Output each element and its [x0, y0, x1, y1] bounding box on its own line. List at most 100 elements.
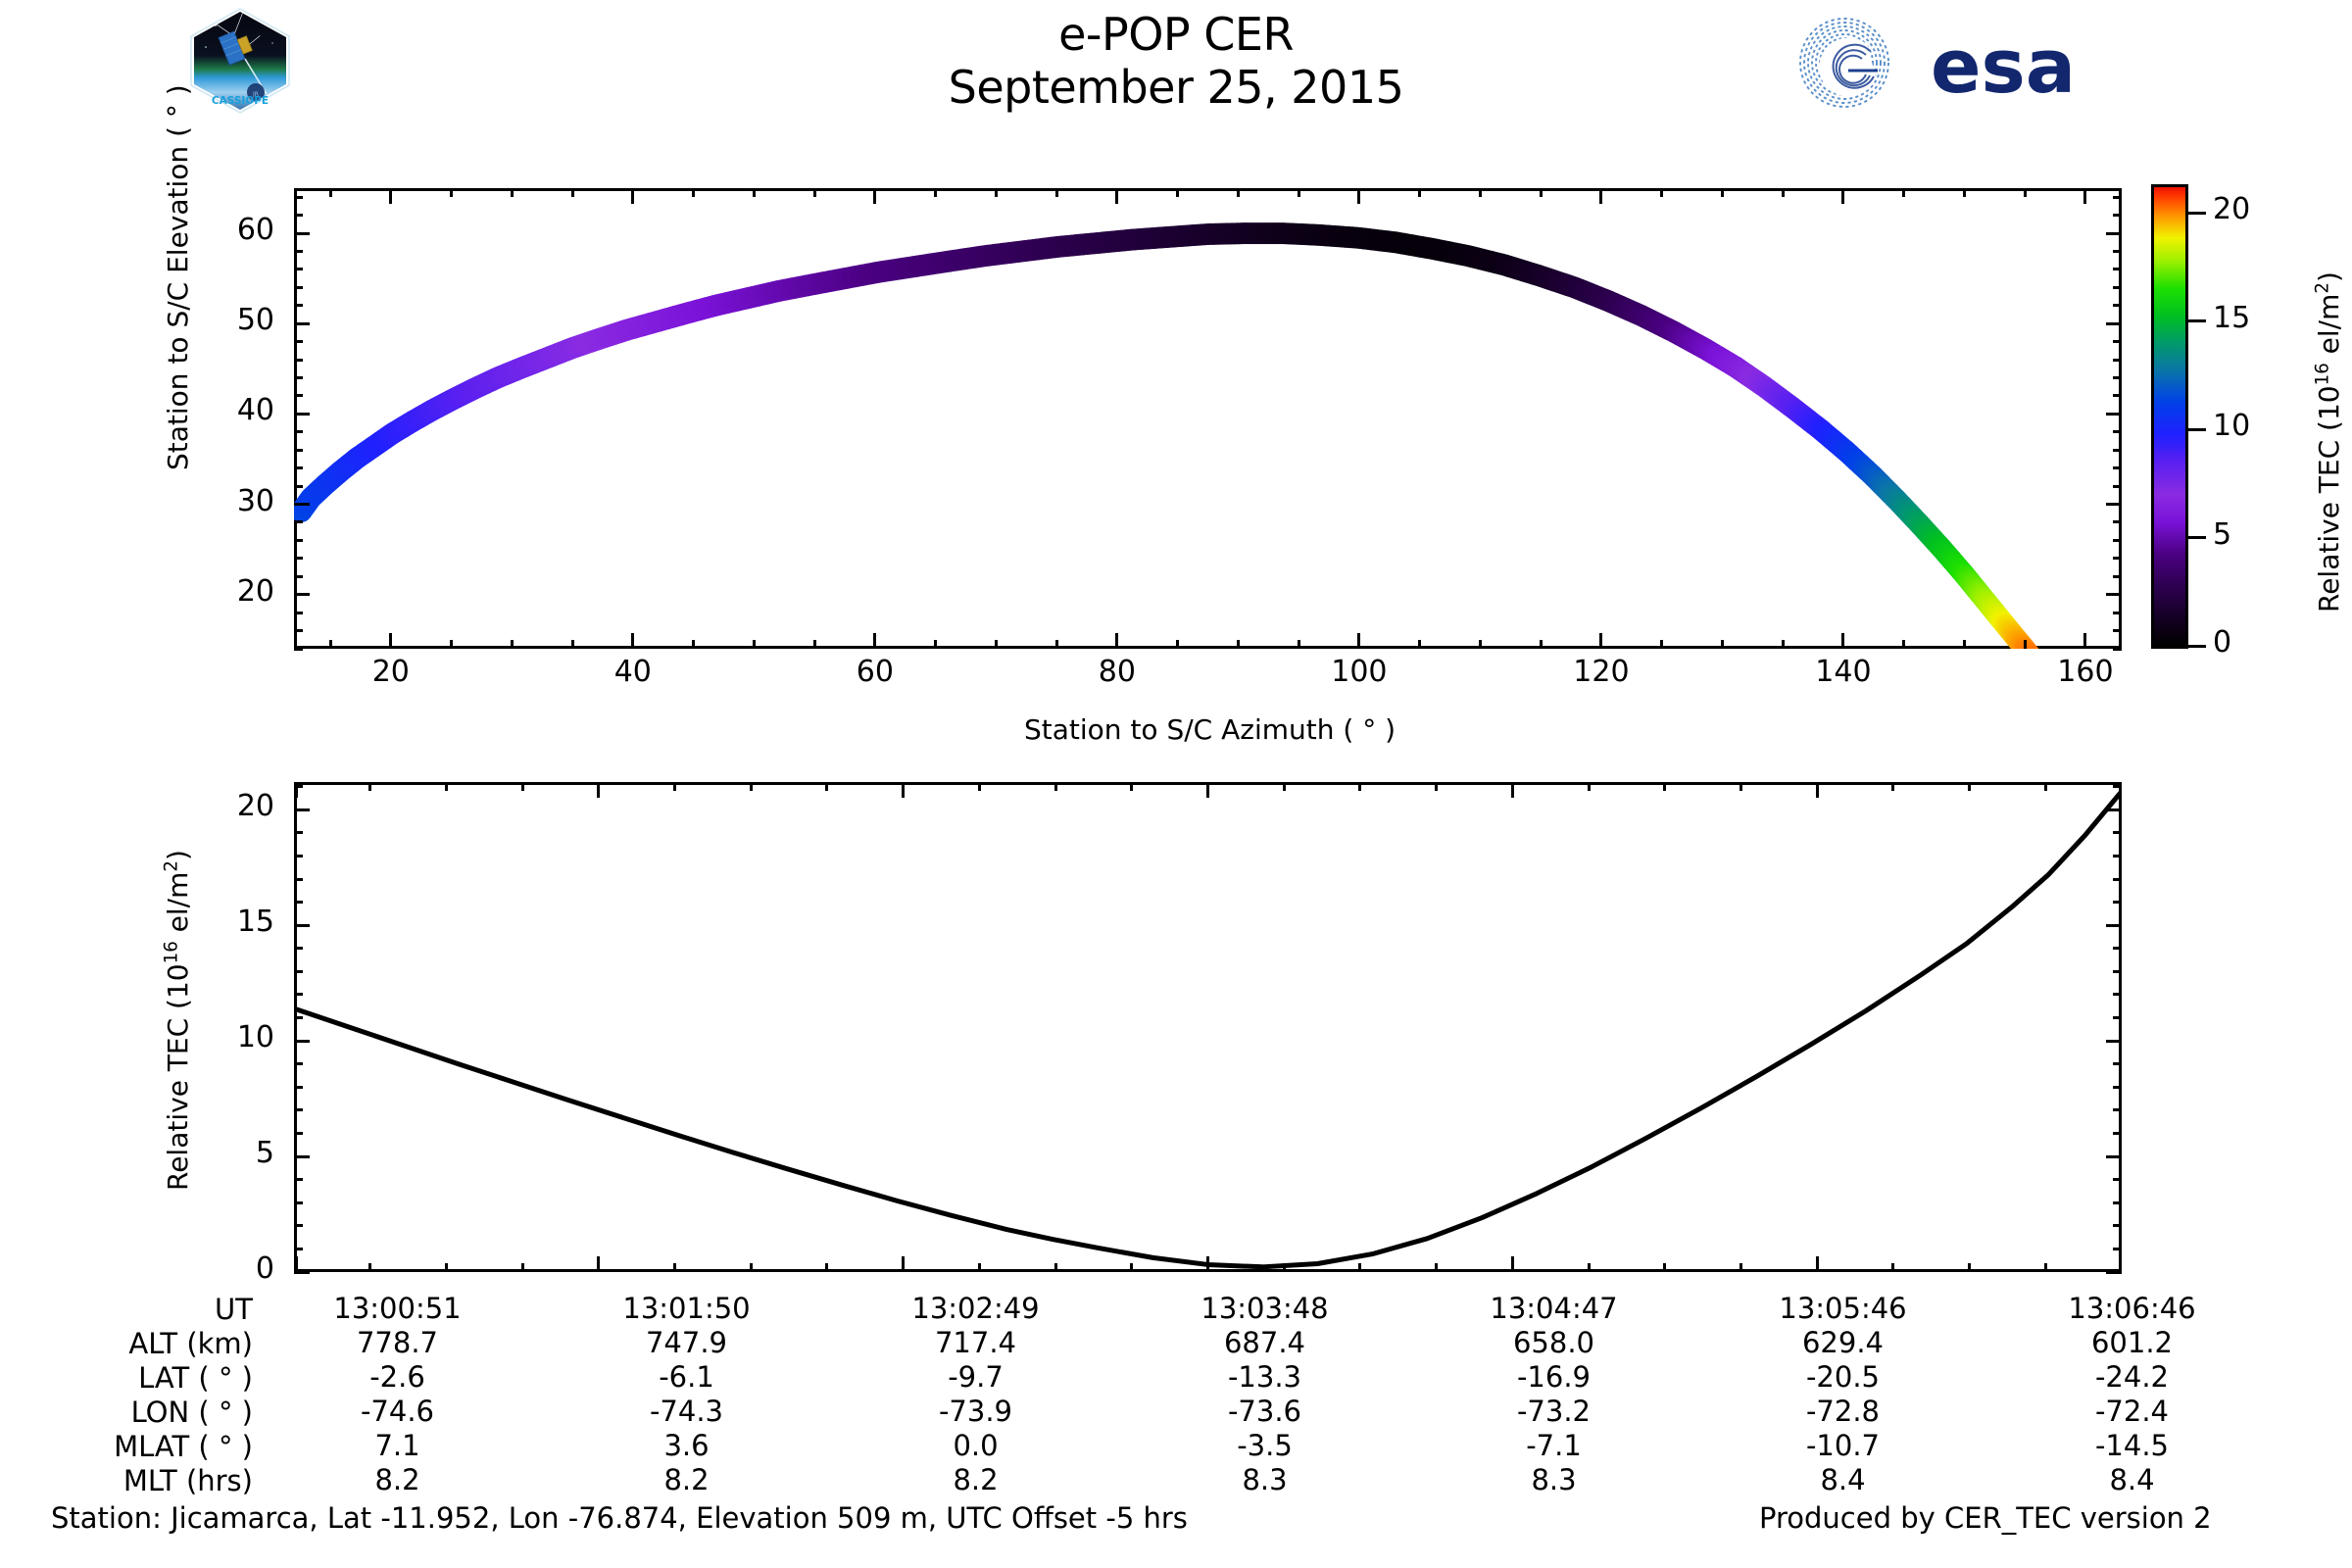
table-cell: -24.2 — [2094, 1360, 2170, 1394]
table-cell: 717.4 — [934, 1326, 1017, 1359]
tec-line-canvas — [294, 788, 2122, 1270]
table-row: MLT (hrs) 8.2 8.2 8.2 8.3 8.3 8.4 8.4 — [27, 1463, 2277, 1497]
table-row: MLAT ( ° ) 7.1 3.6 0.0 -3.5 -7.1 -10.7 -14.5 — [27, 1429, 2277, 1463]
skyplot-ytick-label: 20 — [236, 573, 274, 609]
table-cell: 13:00:51 — [333, 1292, 462, 1325]
table-cell: 687.4 — [1223, 1326, 1306, 1359]
table-cell: 13:03:48 — [1200, 1292, 1329, 1325]
tec-ytick-labels: 0 5 10 15 20 — [186, 782, 284, 1286]
skyplot-xlabel: Station to S/C Azimuth ( ° ) — [1024, 713, 1396, 746]
skyplot-xtick-labels: 20 40 60 80 100 120 140 160 — [294, 655, 2122, 698]
table-cell: -72.4 — [2094, 1395, 2170, 1428]
esa-logo: esa — [1793, 12, 2107, 110]
skyplot-ytick-label: 60 — [236, 213, 274, 248]
table-cell: -9.7 — [948, 1360, 1004, 1394]
table-cell: -10.7 — [1805, 1429, 1881, 1462]
colorbar-tick-label: 15 — [2213, 300, 2251, 335]
table-row-label: MLAT ( ° ) — [114, 1429, 253, 1463]
table-cell: 8.4 — [1820, 1463, 1866, 1496]
title-line-2: September 25, 2015 — [948, 61, 1404, 114]
table-cell: -14.5 — [2094, 1429, 2170, 1462]
footer-left: Station: Jicamarca, Lat -11.952, Lon -76… — [51, 1501, 1188, 1535]
table-row-label: LON ( ° ) — [130, 1395, 253, 1429]
footer-right: Produced by CER_TEC version 2 — [1759, 1501, 2212, 1535]
table-cell: 658.0 — [1512, 1326, 1595, 1359]
table-cell: 13:04:47 — [1490, 1292, 1618, 1325]
table-cell: 13:06:46 — [2068, 1292, 2196, 1325]
tec-ytick-label: 20 — [236, 789, 274, 824]
table-cell: 8.2 — [953, 1463, 999, 1496]
tec-ytick-label: 5 — [255, 1136, 274, 1171]
table-cell: 13:01:50 — [622, 1292, 751, 1325]
skyplot-ytick-label: 50 — [236, 303, 274, 338]
table-cell: 601.2 — [2090, 1326, 2174, 1359]
table-cell: -16.9 — [1516, 1360, 1592, 1394]
esa-logo-text: esa — [1931, 23, 2076, 110]
skyplot-xtick-label: 100 — [1331, 655, 1388, 689]
table-row: LAT ( ° ) -2.6 -6.1 -9.7 -13.3 -16.9 -20.5 -24.… — [27, 1360, 2277, 1395]
table-cell: 3.6 — [663, 1429, 710, 1462]
table-row-label: LAT ( ° ) — [138, 1360, 253, 1395]
table-cell: 629.4 — [1801, 1326, 1885, 1359]
table-row-label: ALT (km) — [128, 1326, 253, 1360]
tec-ytick-label: 10 — [236, 1020, 274, 1055]
skyplot-xtick-label: 20 — [371, 655, 410, 689]
table-cell: -74.3 — [649, 1395, 724, 1428]
table-cell: 778.7 — [356, 1326, 439, 1359]
table-cell: 747.9 — [645, 1326, 728, 1359]
colorbar — [2151, 184, 2188, 649]
tec-axes — [294, 782, 2122, 1272]
title-line-1: e-POP CER — [1058, 8, 1294, 61]
tec-ticks — [294, 782, 2122, 1274]
skyplot-xtick-label: 40 — [613, 655, 652, 689]
colorbar-label: Relative TEC (1016 el/m2) — [2313, 271, 2346, 612]
skyplot-ticks — [294, 188, 2122, 651]
table-cell: -73.2 — [1516, 1395, 1592, 1428]
colorbar-tick-label: 5 — [2213, 516, 2232, 552]
table-cell: 8.4 — [2109, 1463, 2155, 1496]
table-cell: 0.0 — [953, 1429, 999, 1462]
table-cell: -3.5 — [1237, 1429, 1293, 1462]
tec-ytick-label: 15 — [236, 905, 274, 940]
skyplot-xtick-label: 60 — [856, 655, 894, 689]
skyplot-ytick-label: 30 — [236, 483, 274, 518]
skyplot-xtick-label: 120 — [1573, 655, 1630, 689]
svg-text:JR: JR — [252, 91, 259, 98]
table-cell: 8.2 — [663, 1463, 710, 1496]
cassiope-logo: JR CASSIOPE — [186, 8, 294, 114]
table-row: ALT (km) 778.7 747.9 717.4 687.4 658.0 629.4 60… — [27, 1326, 2277, 1360]
table-row: LON ( ° ) -74.6 -74.3 -73.9 -73.6 -73.2 -72.8 -… — [27, 1395, 2277, 1429]
colorbar-tick-label: 0 — [2213, 625, 2232, 660]
ephemeris-table: UT 13:00:51 13:01:50 13:02:49 13:03:48 13:04:… — [27, 1292, 2277, 1497]
skyplot-xtick-label: 80 — [1098, 655, 1136, 689]
colorbar-tick-label: 10 — [2213, 409, 2251, 444]
table-cell: 13:02:49 — [911, 1292, 1040, 1325]
table-cell: -73.9 — [938, 1395, 1013, 1428]
colorbar-tick-labels: 0 5 10 15 20 — [2213, 184, 2272, 660]
table-cell: -2.6 — [369, 1360, 425, 1394]
table-row-label: UT — [215, 1292, 253, 1326]
skyplot-ytick-labels: 20 30 40 50 60 — [186, 188, 284, 649]
table-cell: 8.3 — [1531, 1463, 1577, 1496]
table-cell: -20.5 — [1805, 1360, 1881, 1394]
cassiope-logo-text: CASSIOPE — [212, 95, 269, 107]
colorbar-tick-label: 20 — [2213, 192, 2251, 227]
table-cell: 8.3 — [1242, 1463, 1288, 1496]
skyplot-xtick-label: 160 — [2057, 655, 2114, 689]
table-cell: -73.6 — [1227, 1395, 1302, 1428]
table-cell: -6.1 — [659, 1360, 714, 1394]
table-cell: 13:05:46 — [1779, 1292, 1907, 1325]
table-row: UT 13:00:51 13:01:50 13:02:49 13:03:48 13:04:… — [27, 1292, 2277, 1326]
table-cell: 8.2 — [374, 1463, 420, 1496]
skyplot-ytick-label: 40 — [236, 393, 274, 428]
skyplot-canvas — [294, 222, 2039, 649]
table-cell: -13.3 — [1227, 1360, 1302, 1394]
tec-ytick-label: 0 — [255, 1251, 274, 1286]
page-title: e-POP CER September 25, 2015 — [686, 8, 1666, 114]
colorbar-ticks — [2188, 184, 2210, 649]
skyplot-xtick-label: 140 — [1815, 655, 1872, 689]
table-cell: -7.1 — [1526, 1429, 1582, 1462]
table-cell: 7.1 — [374, 1429, 420, 1462]
table-cell: -72.8 — [1805, 1395, 1881, 1428]
table-cell: -74.6 — [360, 1395, 435, 1428]
